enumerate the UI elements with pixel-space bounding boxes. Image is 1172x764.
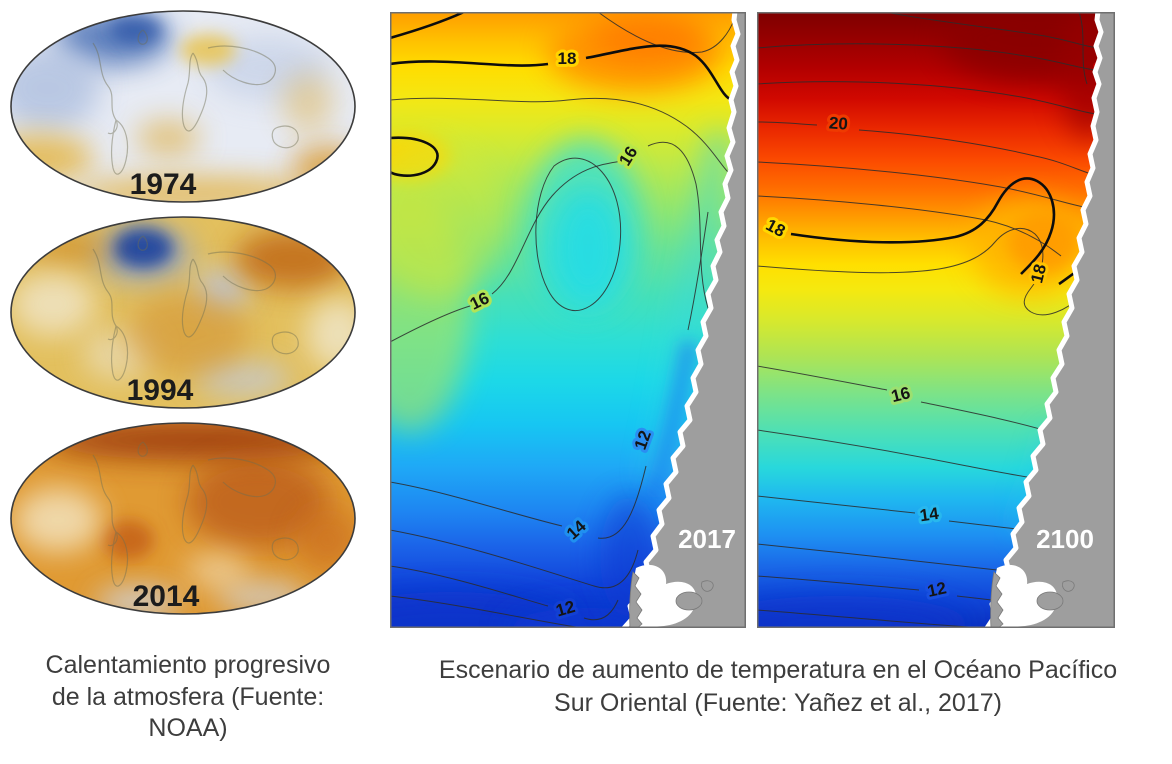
land-chile: 2100	[984, 12, 1115, 628]
caption-line: Sur Oriental (Fuente: Yañez et al., 2017…	[554, 689, 1002, 717]
globe-year-label: 1974	[130, 168, 197, 201]
map-border	[390, 12, 746, 628]
caption-atmosphere: Calentamiento progresivo de la atmosfera…	[10, 650, 366, 745]
contour-map-2100: 22 20 18 18 16 14 12 2100	[757, 12, 1115, 628]
contour-label: 18	[558, 49, 577, 68]
caption-ocean: Escenario de aumento de temperatura en e…	[396, 654, 1160, 720]
coastal-islands	[629, 564, 714, 628]
contour-map-2017: 18 16 16 12 14 12 2017	[390, 12, 746, 628]
contour-label: 12	[926, 578, 948, 601]
map-border	[757, 12, 1115, 628]
globe-year-label: 2014	[133, 580, 200, 613]
globe-map-1974: 1974	[10, 10, 356, 203]
globe-column: 1974 1994	[8, 8, 358, 617]
globe-map-1994: 1994	[10, 216, 356, 409]
contour-lines	[390, 12, 735, 628]
caption-line: de la atmosfera (Fuente:	[51, 682, 325, 711]
coastal-islands	[990, 564, 1075, 628]
caption-line: NOAA)	[148, 714, 228, 742]
contour-label: 20	[828, 113, 848, 133]
map-year-label: 2100	[1036, 524, 1094, 554]
globe-year-label: 1994	[127, 374, 194, 407]
caption-line: Calentamiento progresivo	[45, 651, 331, 679]
land-chile: 2017	[621, 12, 746, 628]
globe-map-2014: 2014	[10, 422, 356, 615]
contour-label: 14	[919, 504, 941, 526]
map-year-label: 2017	[678, 524, 736, 554]
caption-line: Escenario de aumento de temperatura en e…	[438, 656, 1118, 684]
